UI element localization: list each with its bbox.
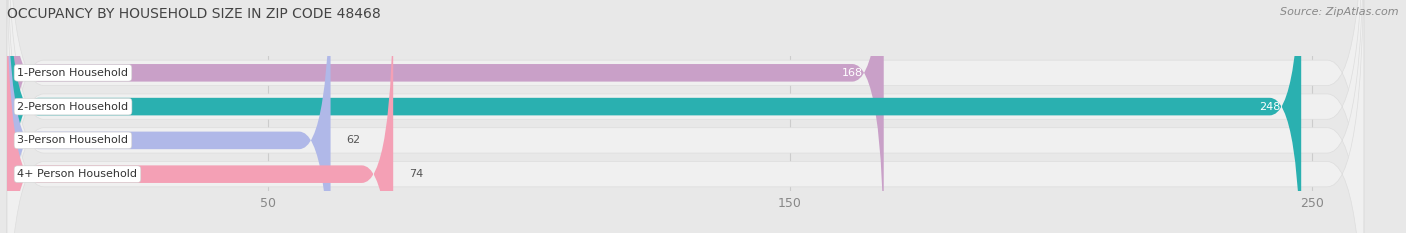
FancyBboxPatch shape bbox=[7, 0, 1364, 233]
Text: 248: 248 bbox=[1258, 102, 1281, 112]
Text: 62: 62 bbox=[346, 135, 360, 145]
Text: 168: 168 bbox=[842, 68, 863, 78]
FancyBboxPatch shape bbox=[7, 0, 884, 233]
Text: Source: ZipAtlas.com: Source: ZipAtlas.com bbox=[1281, 7, 1399, 17]
FancyBboxPatch shape bbox=[7, 0, 1301, 233]
FancyBboxPatch shape bbox=[7, 0, 1364, 233]
Text: 1-Person Household: 1-Person Household bbox=[17, 68, 128, 78]
Text: OCCUPANCY BY HOUSEHOLD SIZE IN ZIP CODE 48468: OCCUPANCY BY HOUSEHOLD SIZE IN ZIP CODE … bbox=[7, 7, 381, 21]
FancyBboxPatch shape bbox=[7, 0, 394, 233]
FancyBboxPatch shape bbox=[7, 0, 330, 233]
Text: 74: 74 bbox=[409, 169, 423, 179]
Text: 3-Person Household: 3-Person Household bbox=[17, 135, 128, 145]
Text: 2-Person Household: 2-Person Household bbox=[17, 102, 128, 112]
FancyBboxPatch shape bbox=[7, 0, 1364, 233]
FancyBboxPatch shape bbox=[7, 0, 1364, 233]
Text: 4+ Person Household: 4+ Person Household bbox=[17, 169, 138, 179]
